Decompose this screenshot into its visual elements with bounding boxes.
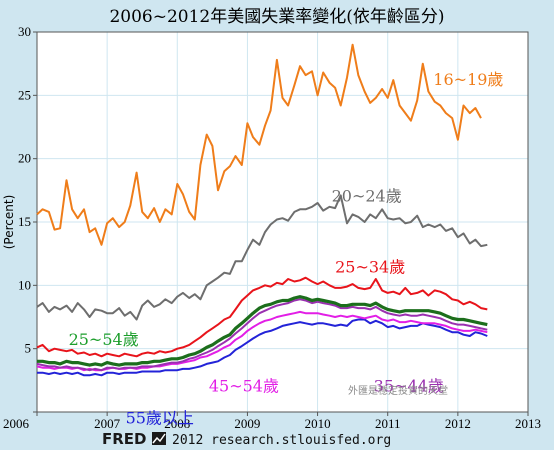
x-tick-label: 2007: [94, 416, 121, 431]
series-lines: [36, 43, 488, 377]
series-annotation-5: 35~44歲: [374, 377, 444, 396]
series-annotation-1: 20~24歲: [332, 187, 402, 206]
x-tick-label: 2010: [305, 416, 331, 431]
y-tick-label: 30: [18, 24, 31, 39]
series-annotation-2: 25~34歲: [335, 258, 405, 277]
fred-logo-icon: [152, 432, 166, 445]
y-tick-label: 15: [18, 214, 31, 229]
watermark-text: 外匯是穩定投資的天堂: [348, 384, 448, 397]
y-tick-label: 5: [25, 341, 32, 356]
series-annotation-3: 25~54歲: [69, 330, 139, 349]
fred-logo: FRED: [102, 430, 147, 448]
series-line-0: [36, 43, 482, 246]
series-annotation-0: 16~19歲: [433, 70, 503, 89]
x-tick-label: 2008: [164, 416, 190, 431]
series-line-3: [37, 295, 488, 367]
y-tick-label: 10: [18, 277, 31, 292]
y-tick-label: 20: [18, 151, 31, 166]
x-tick-label: 2006: [3, 416, 30, 431]
fred-credit: 2012 research.stlouisfed.org: [172, 433, 391, 448]
chart-title: 2006~2012年美國失業率變化(依年齡區分): [109, 7, 444, 27]
series-line-6: [37, 318, 488, 377]
tick-labels: 5 10 15 20 25 30 2006 2007 2008 2009 2010 2011 2012 2…: [3, 24, 541, 431]
y-tick-label: 25: [18, 87, 31, 102]
fred-footer: FRED 2012 research.stlouisfed.org: [102, 430, 391, 448]
x-tick-label: 2009: [234, 416, 260, 431]
series-annotation-6: 55歲以上: [126, 408, 194, 427]
y-axis-label: (Percent): [2, 195, 16, 250]
axes: [33, 31, 529, 416]
series-labels: 16~19歲 20~24歲 25~34歲 25~54歲 45~54歲 35~44歲 55歲以…: [69, 70, 504, 427]
series-line-1: [36, 194, 488, 321]
series-annotation-4: 45~54歲: [209, 377, 279, 396]
x-tick-label: 2011: [375, 416, 401, 431]
x-tick-label: 2012: [445, 416, 471, 431]
series-line-2: [36, 276, 488, 358]
series-line-5: [36, 298, 488, 372]
x-tick-label: 2013: [515, 416, 541, 431]
